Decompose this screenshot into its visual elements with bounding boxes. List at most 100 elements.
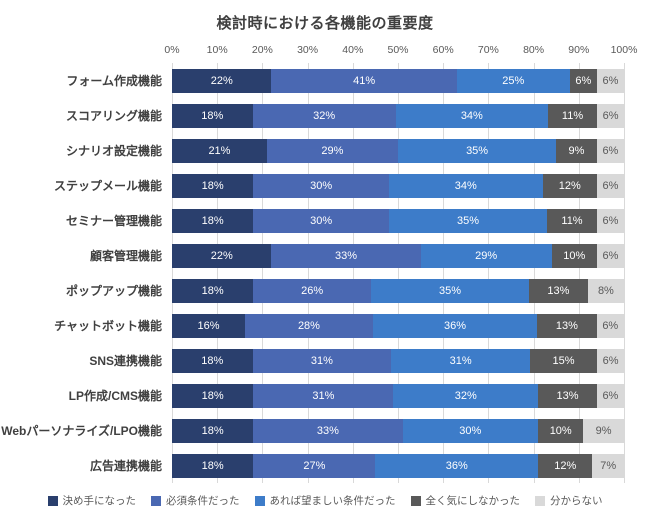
gridlines	[172, 63, 625, 483]
bar-track: 21% 29% 35% 9% 6%	[172, 138, 624, 163]
bar-segment: 36%	[375, 453, 539, 478]
bar-segment: 6%	[596, 243, 624, 268]
gridline	[262, 63, 264, 483]
chart-title: 検討時における各機能の重要度	[216, 15, 434, 32]
x-axis-tick-label: 100%	[610, 44, 638, 56]
bar-segment: 18%	[172, 383, 254, 408]
bar-segment: 6%	[596, 383, 624, 408]
bar-segment: 28%	[245, 313, 373, 338]
legend-label: あれば望ましい条件だった	[269, 495, 396, 507]
gridline	[533, 63, 535, 483]
legend-swatch	[151, 495, 161, 506]
bar-row: LP作成/CMS機能 18% 31% 32% 13% 6%	[69, 378, 624, 413]
bar-row: チャットボット機能 16% 28% 36% 13% 6%	[54, 308, 624, 343]
legend-item: 必須条件だった	[151, 493, 240, 508]
bar-segment: 11%	[547, 103, 598, 128]
category-label: ポップアップ機能	[65, 284, 162, 298]
bar-row: スコアリング機能 18% 32% 34% 11% 6%	[66, 98, 624, 133]
bar-segment: 35%	[388, 208, 548, 233]
bar-segment: 32%	[393, 383, 539, 408]
bar-segment: 9%	[583, 418, 624, 443]
legend-swatch	[410, 495, 421, 506]
category-label: シナリオ設定機能	[65, 144, 162, 158]
x-axis-tick-label: 10%	[206, 44, 228, 56]
bar-segment: 33%	[271, 243, 421, 268]
bar-segment: 35%	[397, 138, 557, 163]
bar-row: 広告連携機能 18% 27% 36% 12% 7%	[90, 448, 624, 483]
gridline	[443, 63, 445, 483]
bar-track: 18% 30% 34% 12% 6%	[172, 173, 624, 198]
bar-track: 18% 33% 30% 10% 9%	[172, 418, 624, 443]
bar-segment: 7%	[592, 453, 624, 478]
bar-track: 18% 26% 35% 13% 8%	[172, 278, 624, 303]
category-label: LP作成/CMS機能	[68, 389, 162, 403]
bar-segment: 6%	[597, 348, 624, 373]
gridline	[172, 63, 173, 483]
gridline	[352, 63, 354, 483]
bar-track: 18% 27% 36% 12% 7%	[172, 453, 624, 478]
bar-segment: 10%	[538, 418, 584, 443]
bar-segment: 22%	[172, 68, 272, 93]
category-label: チャットボット機能	[54, 319, 162, 333]
plot-area: 0% 10% 20% 30% 40% 50% 60% 70% 80% 90% 100% フォーム作成…	[1, 41, 637, 483]
gridline	[578, 63, 580, 483]
legend-item: 分からない	[535, 493, 603, 508]
bar-track: 16% 28% 36% 13% 6%	[172, 313, 624, 338]
bar-track: 18% 32% 34% 11% 6%	[172, 103, 624, 128]
bar-segment: 6%	[596, 208, 624, 233]
bar-segment: 18%	[172, 453, 254, 478]
bar-row: セミナー管理機能 18% 30% 35% 11% 6%	[66, 203, 624, 238]
gridline	[217, 63, 219, 483]
bar-segment: 11%	[547, 208, 597, 233]
bar-segment: 18%	[172, 208, 254, 233]
bar-segment: 18%	[172, 418, 254, 443]
bar-segment: 21%	[172, 138, 267, 163]
bar-segment: 29%	[266, 138, 398, 163]
bar-track: 22% 41% 25% 6% 6%	[172, 68, 624, 93]
legend: 決め手になった 必須条件だった あれば望ましい条件だった 全く気にしなかった 分からない	[0, 493, 650, 508]
bar-segment: 34%	[395, 103, 548, 128]
bar-segment: 15%	[529, 348, 598, 373]
category-label: Webパーソナライズ/LPO機能	[1, 424, 162, 438]
legend-label: 決め手になった	[62, 495, 137, 507]
bar-segment: 8%	[587, 278, 624, 303]
bar-segment: 27%	[253, 453, 376, 478]
x-axis-tick-label: 70%	[477, 44, 499, 56]
bar-segment: 41%	[271, 68, 457, 93]
legend-label: 全く気にしなかった	[425, 495, 521, 507]
bar-track: 22% 33% 29% 10% 6%	[172, 243, 624, 268]
bar-segment: 6%	[596, 313, 624, 338]
bar-segment: 16%	[172, 313, 246, 338]
bar-segment: 10%	[551, 243, 597, 268]
gridline	[307, 63, 309, 483]
category-label: ステップメール機能	[53, 179, 162, 193]
category-label: スコアリング機能	[65, 109, 162, 123]
bar-row: シナリオ設定機能 21% 29% 35% 9% 6%	[66, 133, 624, 168]
bar-segment: 25%	[456, 68, 570, 93]
bar-segment: 35%	[370, 278, 530, 303]
bar-segment: 33%	[253, 418, 403, 443]
bar-segment: 6%	[596, 138, 624, 163]
bar-segment: 34%	[388, 173, 543, 198]
bar-track: 18% 31% 32% 13% 6%	[172, 383, 624, 408]
bar-row: ポップアップ機能 18% 26% 35% 13% 8%	[66, 273, 624, 308]
bar-segment: 18%	[172, 348, 253, 373]
bar-segment: 6%	[569, 68, 597, 93]
bar-segment: 30%	[253, 208, 389, 233]
bar-segment: 6%	[597, 103, 624, 128]
category-label: SNS連携機能	[89, 354, 162, 368]
category-label: 顧客管理機能	[89, 249, 162, 263]
x-axis-tick-label: 80%	[523, 44, 545, 56]
legend-label: 必須条件だった	[166, 495, 240, 507]
gridline	[624, 63, 625, 483]
gridline	[398, 63, 399, 483]
legend-label: 分からない	[550, 495, 603, 507]
bar-segment: 31%	[253, 383, 394, 408]
bar-track: 18% 31% 31% 15% 6%	[172, 348, 624, 373]
category-label: 広告連携機能	[89, 459, 162, 473]
bar-segment: 31%	[391, 348, 530, 373]
legend-swatch	[535, 495, 545, 506]
bar-segment: 36%	[372, 313, 538, 338]
bar-segment: 18%	[172, 173, 254, 198]
